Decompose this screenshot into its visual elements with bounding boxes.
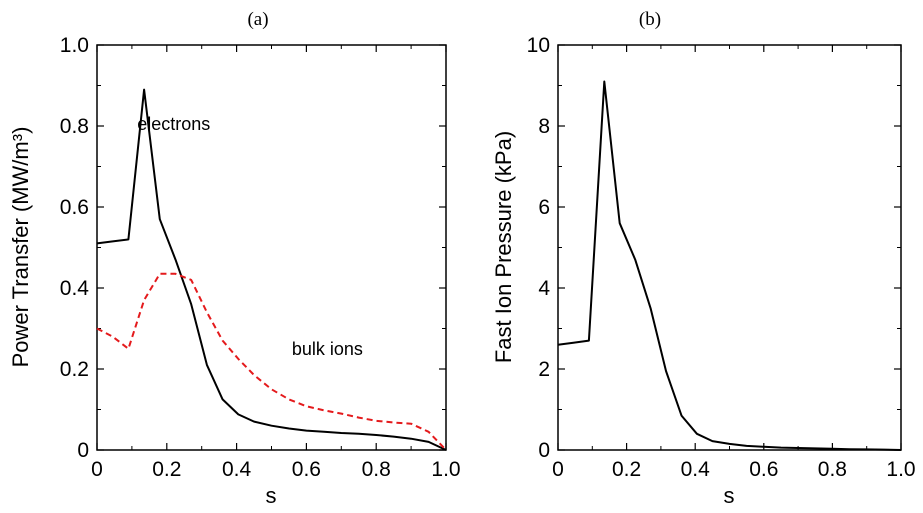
x-tick-label: 0.8 bbox=[362, 458, 391, 481]
y-tick-label: 1.0 bbox=[60, 34, 89, 57]
y-tick-label: 10 bbox=[527, 34, 550, 57]
y-tick-label: 0 bbox=[77, 439, 89, 462]
x-tick-label: 0.2 bbox=[152, 458, 181, 481]
y-tick-label: 0 bbox=[538, 439, 550, 462]
y-tick-label: 0.8 bbox=[60, 115, 89, 138]
y-axis: 0 2 4 6 8 10 bbox=[527, 34, 901, 462]
x-tick-label: 0.2 bbox=[612, 458, 641, 481]
series-line-fast-ion-pressure bbox=[557, 80, 902, 451]
x-tick-label: 0.4 bbox=[222, 458, 252, 481]
panel-b: (b) 0 0.2 0.4 0.6 0.8 1.0 0 2 4 6 8 10 s Fast Ion … bbox=[491, 9, 916, 508]
x-tick-label: 1.0 bbox=[886, 458, 915, 481]
annotations: electrons bulk ions bbox=[137, 114, 363, 359]
y-tick-label: 6 bbox=[538, 196, 550, 219]
y-tick-label: 8 bbox=[538, 115, 550, 138]
panel-label: (b) bbox=[639, 9, 661, 30]
series-group bbox=[96, 88, 447, 451]
series-line-bulk-ions bbox=[96, 272, 447, 451]
annotation-label: electrons bbox=[137, 114, 210, 134]
panel-label: (a) bbox=[247, 9, 268, 30]
series-line-electrons bbox=[96, 88, 447, 451]
x-tick-label: 0.6 bbox=[292, 458, 321, 481]
x-axis: 0 0.2 0.4 0.6 0.8 1.0 bbox=[91, 45, 461, 481]
y-tick-label: 0.2 bbox=[60, 358, 89, 381]
x-axis: 0 0.2 0.4 0.6 0.8 1.0 bbox=[552, 45, 916, 481]
y-axis-title: Power Transfer (MW/m³) bbox=[8, 127, 33, 368]
y-axis-title: Fast Ion Pressure (kPa) bbox=[491, 131, 516, 363]
x-tick-label: 0 bbox=[91, 458, 103, 481]
y-axis: 0 0.2 0.4 0.6 0.8 1.0 bbox=[60, 34, 446, 462]
plot-frame bbox=[96, 44, 447, 451]
x-tick-label: 0.4 bbox=[681, 458, 711, 481]
x-tick-label: 0.8 bbox=[818, 458, 847, 481]
y-tick-label: 2 bbox=[538, 358, 550, 381]
y-tick-label: 4 bbox=[538, 277, 550, 300]
series-group bbox=[557, 80, 902, 451]
plot-frame bbox=[557, 44, 902, 451]
x-axis-title: s bbox=[266, 483, 277, 508]
y-tick-label: 0.4 bbox=[60, 277, 90, 300]
x-axis-title: s bbox=[724, 483, 735, 508]
panel-a: (a) 0 0.2 0.4 0.6 0.8 1.0 0 0.2 0.4 0.6 0.8 1.0 el… bbox=[8, 9, 461, 508]
x-tick-label: 0.6 bbox=[749, 458, 778, 481]
x-tick-label: 0 bbox=[552, 458, 564, 481]
annotation-label: bulk ions bbox=[292, 339, 363, 359]
x-tick-label: 1.0 bbox=[431, 458, 460, 481]
y-tick-label: 0.6 bbox=[60, 196, 89, 219]
